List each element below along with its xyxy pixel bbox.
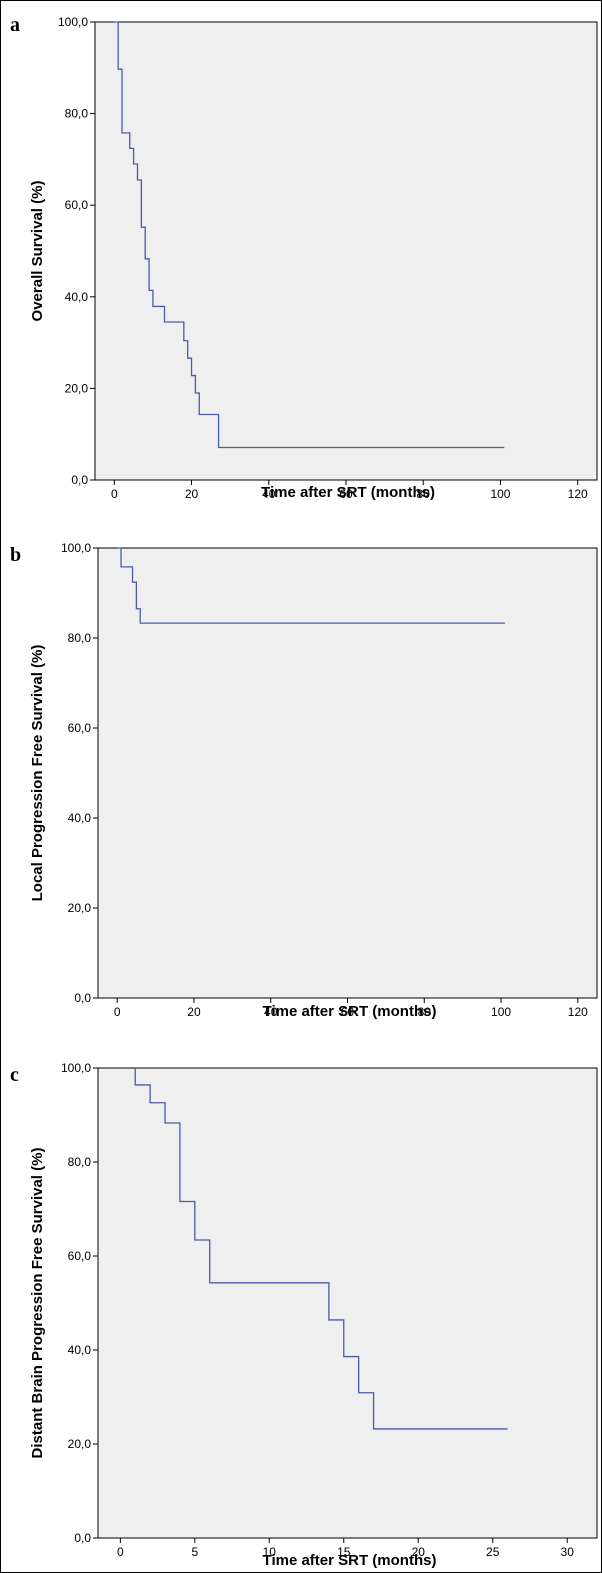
survival-curve-c [134, 1068, 508, 1430]
x-tick-label-a-0: 0 [111, 487, 118, 501]
plot-area-b [97, 547, 598, 999]
x-axis-title-c: Time after SRT (months) [263, 1552, 437, 1569]
x-tick-label-c-2: 10 [263, 1545, 277, 1559]
x-tick-label-b-2: 40 [264, 1005, 278, 1019]
y-tick-label-b-3: 60,0 [68, 721, 92, 735]
y-axis-title-a: Overall Survival (%) [29, 181, 46, 322]
y-tick-label-a-0: 0,0 [71, 473, 88, 487]
x-axis-title-a: Time after SRT (months) [261, 484, 435, 501]
x-tick-label-b-6: 120 [568, 1005, 588, 1019]
panel-letter-a: a [10, 14, 20, 36]
x-tick-label-b-4: 80 [418, 1005, 432, 1019]
ticks-a: 0 20 40 60 80 100 120 0,0 20,0 40,0 60,0 80,0 100,0 [58, 15, 588, 501]
x-tick-label-b-0: 0 [114, 1005, 121, 1019]
panel-b: b 0 20 40 60 80 100 120 0,0 20,0 40,0 60,0 80,0 100,… [10, 541, 598, 1020]
y-tick-label-c-2: 40,0 [68, 1343, 92, 1357]
y-tick-label-c-1: 20,0 [68, 1437, 92, 1451]
ticks-b: 0 20 40 60 80 100 120 0,0 20,0 40,0 60,0 80,0 100,0 [61, 541, 588, 1019]
x-tick-label-c-4: 20 [412, 1545, 426, 1559]
y-tick-label-a-3: 60,0 [65, 198, 89, 212]
y-tick-label-a-1: 20,0 [65, 381, 89, 395]
panel-c: c 0 5 10 15 20 25 30 0,0 20,0 40,0 60,0 80,0 100,0 T… [10, 1061, 598, 1569]
x-tick-label-c-6: 30 [561, 1545, 575, 1559]
y-tick-label-b-1: 20,0 [68, 901, 92, 915]
x-tick-label-a-6: 120 [568, 487, 588, 501]
y-tick-label-a-4: 80,0 [65, 107, 89, 121]
y-tick-label-b-5: 100,0 [61, 541, 91, 555]
x-axis-title-b: Time after SRT (months) [263, 1003, 437, 1020]
panel-letter-c: c [10, 1064, 19, 1086]
x-tick-label-a-3: 60 [339, 487, 353, 501]
x-tick-label-c-5: 25 [486, 1545, 500, 1559]
y-tick-label-a-5: 100,0 [58, 15, 88, 29]
survival-curve-b [117, 547, 505, 624]
y-axis-title-b: Local Progression Free Survival (%) [29, 645, 46, 902]
x-tick-label-a-5: 100 [490, 487, 510, 501]
y-tick-label-b-2: 40,0 [68, 811, 92, 825]
panel-a: a 0 20 40 60 80 100 120 0,0 20,0 40,0 60,0 80,0 100,… [10, 14, 598, 501]
y-tick-label-c-0: 0,0 [74, 1531, 91, 1545]
x-tick-label-b-3: 60 [341, 1005, 355, 1019]
x-tick-label-c-1: 5 [191, 1545, 198, 1559]
x-tick-label-a-4: 80 [417, 487, 431, 501]
survival-curve-a [114, 21, 505, 449]
plot-area-a [94, 21, 598, 481]
y-tick-label-c-5: 100,0 [61, 1061, 91, 1075]
x-tick-label-c-3: 15 [337, 1545, 351, 1559]
x-tick-label-b-1: 20 [187, 1005, 201, 1019]
y-tick-label-c-3: 60,0 [68, 1249, 92, 1263]
x-tick-label-a-2: 40 [262, 487, 276, 501]
x-tick-label-c-0: 0 [117, 1545, 124, 1559]
x-tick-label-a-1: 20 [185, 487, 199, 501]
x-tick-label-b-5: 100 [491, 1005, 511, 1019]
y-tick-label-a-2: 40,0 [65, 290, 89, 304]
panel-letter-b: b [10, 544, 21, 566]
ticks-c: 0 5 10 15 20 25 30 0,0 20,0 40,0 60,0 80,0 100,0 [61, 1061, 574, 1559]
y-axis-title-c: Distant Brain Progression Free Survival … [29, 1148, 46, 1459]
y-tick-label-c-4: 80,0 [68, 1155, 92, 1169]
y-tick-label-b-4: 80,0 [68, 631, 92, 645]
plot-area-c [97, 1067, 598, 1539]
y-tick-label-b-0: 0,0 [74, 991, 91, 1005]
